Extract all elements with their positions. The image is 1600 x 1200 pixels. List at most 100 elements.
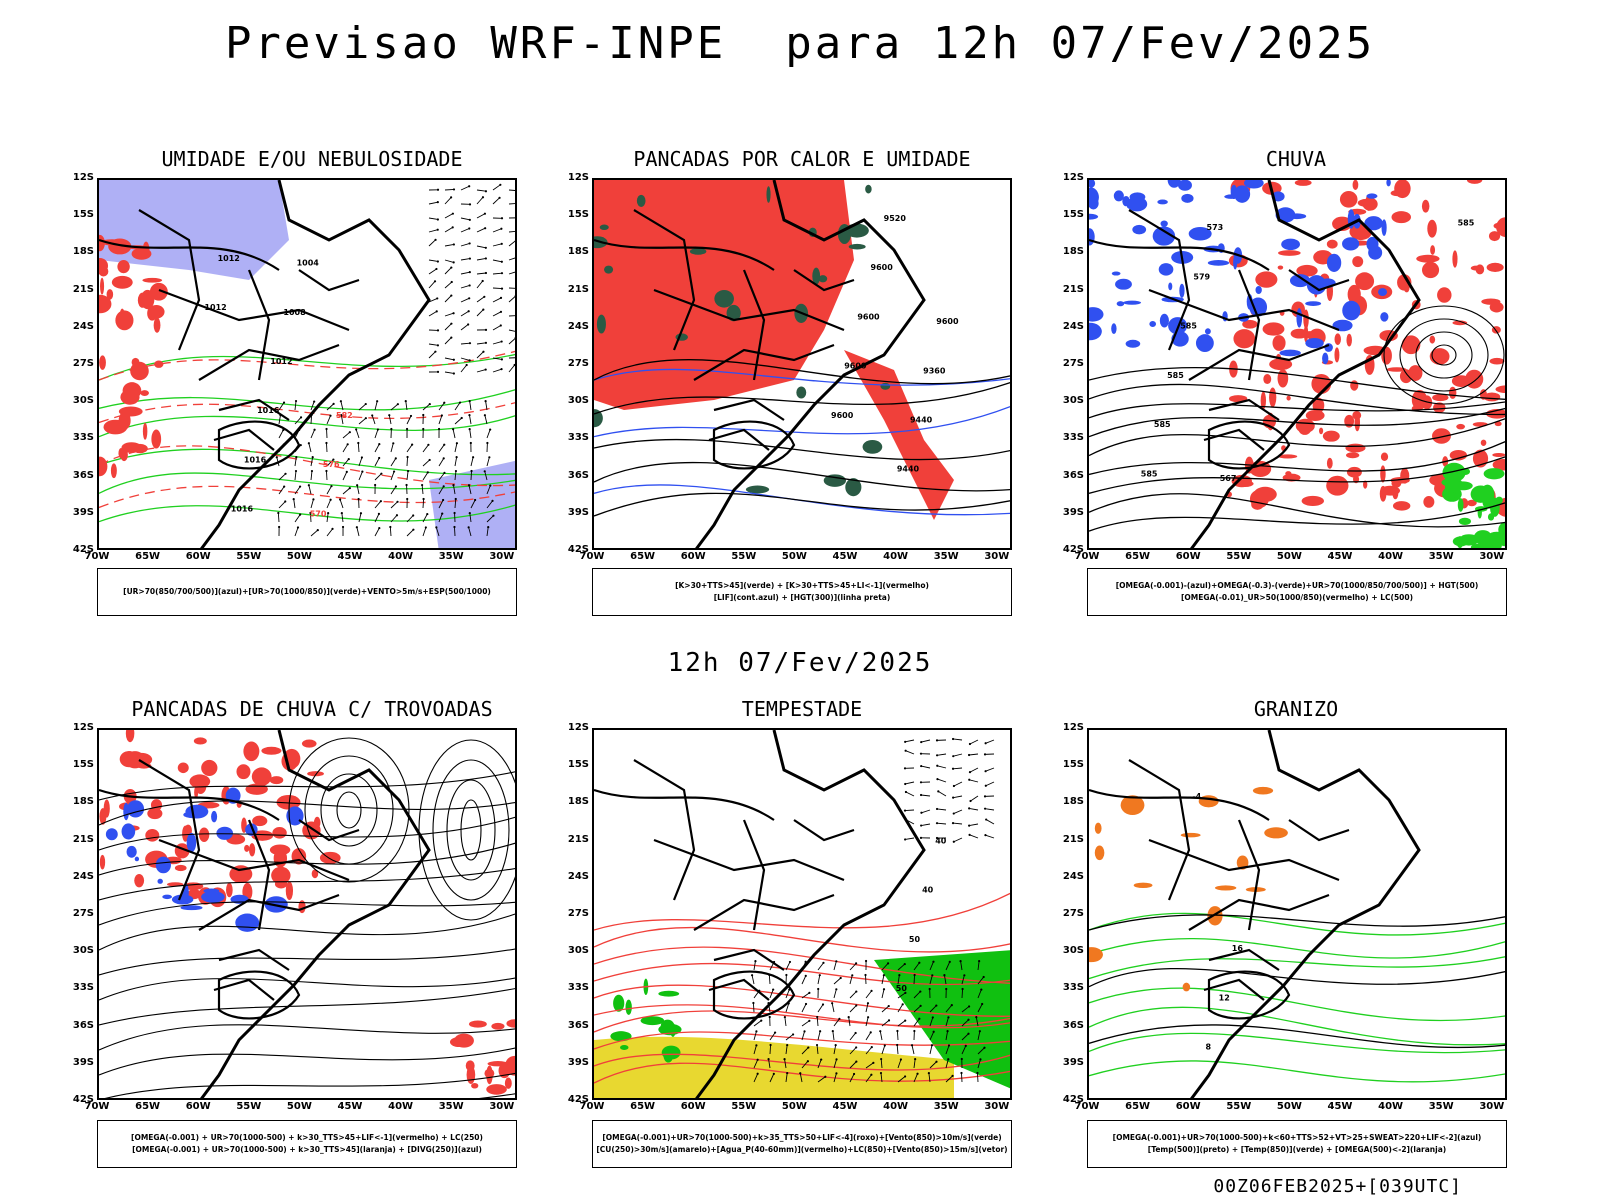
thunderstorm-cell-red xyxy=(301,739,317,748)
thunderstorm-cell-red xyxy=(236,764,251,780)
thunderstorm-cell-red xyxy=(99,854,106,870)
wind-vector-850hpa xyxy=(961,1006,970,1013)
wind-vector-head xyxy=(481,196,485,199)
wind-vector-850hpa-head xyxy=(886,962,890,965)
longitude-tick-label: 60W xyxy=(1175,1101,1201,1112)
wind-vector xyxy=(470,499,476,509)
latitude-tick-label: 42S xyxy=(1062,1094,1084,1105)
wind-vector-head xyxy=(378,456,381,460)
thunderstorm-cell-red xyxy=(465,1060,475,1072)
wind-vector-head xyxy=(292,497,295,501)
wind-vector-850hpa xyxy=(945,1031,949,1041)
strong-wind-region-green xyxy=(874,950,1010,1089)
wind-vector-head xyxy=(405,427,409,431)
wind-vector xyxy=(460,310,469,317)
wind-vector-850hpa xyxy=(833,1018,840,1027)
instability-cell-green xyxy=(766,186,771,203)
wind-vector-850hpa xyxy=(817,1076,826,1083)
rain-cell-blue xyxy=(1157,199,1168,205)
legend-line: [OMEGA(-0.001)+UR>70(1000-500)+k<60+TTS>… xyxy=(1112,1133,1482,1142)
wind-vector-850hpa-head xyxy=(930,1044,934,1047)
wind-vector-850hpa-head xyxy=(978,1030,981,1033)
wind-vector-850hpa-head xyxy=(835,1072,838,1075)
wind-vector-head xyxy=(442,457,445,460)
contour-label: 582 xyxy=(336,411,353,420)
wind-vector-head xyxy=(514,337,515,339)
omega-cell-orange xyxy=(1180,832,1201,838)
wind-vector xyxy=(294,514,301,523)
wind-vector-head xyxy=(389,525,392,529)
wind-vector-head xyxy=(277,511,280,515)
wind-vector xyxy=(358,513,362,523)
wind-vector-850hpa xyxy=(937,808,947,811)
wind-vector-850hpa-head xyxy=(864,959,868,963)
wind-vector xyxy=(508,230,515,233)
wind-vector-850hpa xyxy=(960,961,963,971)
political-border xyxy=(1288,819,1350,842)
latitude-tick-label: 18S xyxy=(72,246,94,258)
instability-cell-green xyxy=(848,243,866,250)
political-border xyxy=(247,269,271,381)
rain-cell-red xyxy=(1403,283,1410,293)
wind-vector-head xyxy=(467,323,470,326)
wind-vector-850hpa xyxy=(937,765,947,769)
wind-vector-850hpa-head xyxy=(754,960,757,963)
wind-vector xyxy=(374,513,380,523)
wind-vector-850hpa-head xyxy=(976,1071,979,1075)
wind-vector-850hpa xyxy=(752,1002,755,1013)
rain-cell-red xyxy=(1483,392,1501,402)
latitude-tick-label: 21S xyxy=(72,283,94,295)
political-border xyxy=(1089,788,1270,821)
contour-label: 9600 xyxy=(936,317,959,326)
longitude-tick-label: 50W xyxy=(1276,1101,1302,1112)
contour-label: 9360 xyxy=(923,366,946,375)
wind-vector xyxy=(422,459,430,467)
wind-vector xyxy=(492,184,501,191)
wind-vector-head xyxy=(388,414,391,417)
wind-vector-850hpa xyxy=(977,1003,983,1013)
temp-850-contour-green xyxy=(1089,1006,1505,1046)
instability-cell-green xyxy=(689,248,707,255)
wind-vector-850hpa-head xyxy=(919,1004,922,1007)
wind-vector-head xyxy=(404,399,407,403)
rain-cell-red xyxy=(1466,499,1477,507)
wind-vector xyxy=(492,341,502,345)
thunderstorm-cell-red xyxy=(249,843,256,857)
latitude-tick-label: 12S xyxy=(72,172,94,183)
wind-vector-head xyxy=(327,511,330,515)
wind-vector-head xyxy=(347,457,350,461)
rain-cell-blue xyxy=(1234,185,1251,203)
cloud-cell-red xyxy=(110,463,117,479)
wind-vector xyxy=(460,357,470,361)
wind-vector-head xyxy=(332,458,335,461)
rain-cell-blue xyxy=(1167,180,1181,188)
latitude-tick-label: 21S xyxy=(567,833,589,845)
rain-cell-red xyxy=(1346,333,1352,347)
thunderstorm-cell-red xyxy=(252,815,268,827)
wind-vector xyxy=(454,526,456,537)
high-pressure-streamline xyxy=(288,737,410,883)
wind-vector-850hpa xyxy=(913,1005,921,1013)
wind-vector-850hpa-head xyxy=(936,778,939,781)
streamline-250hpa xyxy=(99,948,515,976)
wind-vector xyxy=(326,499,332,509)
wind-vector-850hpa xyxy=(928,1073,931,1083)
rain-cell-red xyxy=(1392,487,1399,500)
wind-vector-head xyxy=(355,526,358,529)
rain-cell-blue xyxy=(1249,297,1268,317)
wind-vector-850hpa xyxy=(953,781,963,787)
precipitable-water-contour-red xyxy=(594,946,1010,984)
wind-vector-head xyxy=(421,483,424,487)
wind-vector xyxy=(374,429,379,439)
wind-vector-850hpa-head xyxy=(785,973,788,977)
wind-vector-850hpa-head xyxy=(935,739,939,742)
wind-vector-head xyxy=(499,310,503,313)
latitude-tick-label: 27S xyxy=(1062,358,1084,369)
political-border xyxy=(653,838,845,882)
wind-vector-head xyxy=(452,243,455,246)
wind-vector-850hpa-head xyxy=(808,991,811,994)
rain-cell-blue xyxy=(1230,184,1238,200)
wind-vector-850hpa-head xyxy=(903,809,907,812)
rain-cell-red xyxy=(1352,410,1362,420)
rain-cell-blue xyxy=(1089,322,1102,341)
